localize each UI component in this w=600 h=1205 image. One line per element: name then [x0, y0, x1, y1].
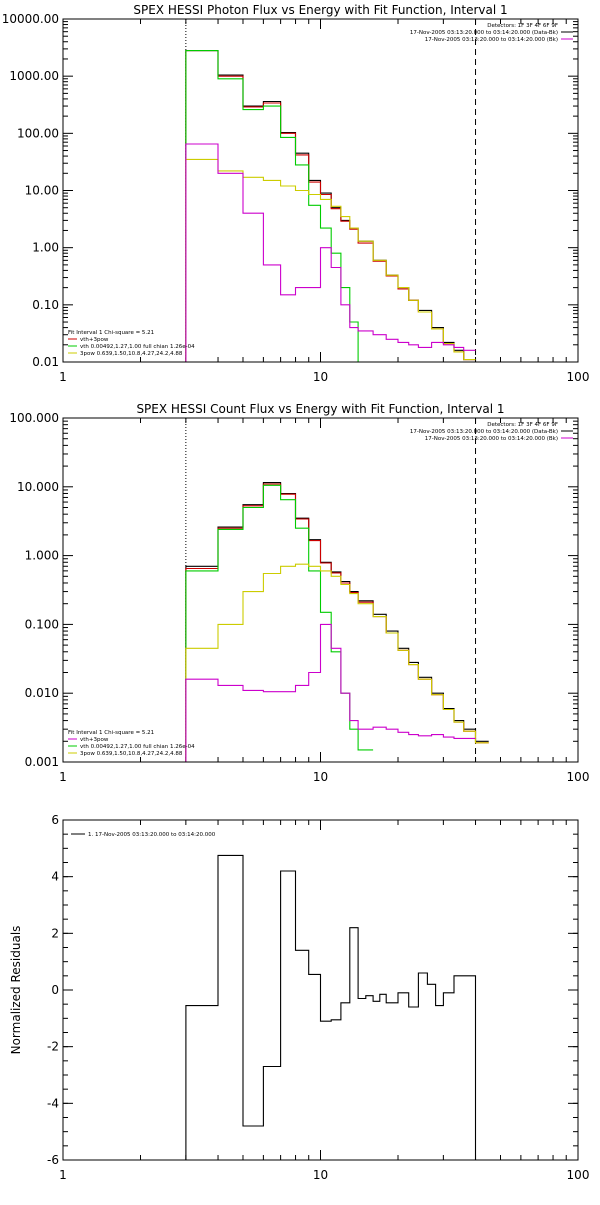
legend-entry: 3pow 0.639,1.50,10.8,4.27,24.2,4.88: [80, 751, 183, 757]
header-line: Detectors: 1F 3F 4F 6F 9F: [487, 23, 558, 29]
y-tick-label: 2: [51, 926, 59, 940]
y-minor-ticks: [63, 420, 578, 742]
series-3pow: [185, 158, 476, 362]
y-tick-label: -6: [47, 1153, 59, 1167]
y-tick-label: 10.00: [25, 184, 59, 198]
header-line: Detectors: 1F 3F 4F 6F 9F: [487, 422, 558, 428]
legend-entry: vth 0.00492,1.27,1.00 full chian 1.26e-0…: [80, 744, 195, 750]
y-tick-label: 100.00: [17, 126, 59, 140]
x-minor-ticks: [140, 19, 567, 362]
plot-frame: [62, 819, 579, 1161]
y-tick-label: 1.00: [32, 241, 59, 255]
header-line: 17-Nov-2005 03:13:20.000 to 03:14:20.000…: [425, 37, 558, 43]
y-tick-label: 0.001: [25, 755, 59, 769]
y-tick-label: 6: [51, 813, 59, 827]
x-tick-label: 100: [567, 1168, 590, 1182]
legend-entry: vth+3pow: [80, 337, 109, 343]
y-minor-ticks: [63, 21, 578, 346]
plot-frame: [62, 18, 579, 363]
y-tick-label: 10000.00: [2, 12, 59, 26]
x-tick-label: 1: [59, 770, 67, 784]
y-tick-label: 100.000: [9, 411, 59, 425]
legend-entry: vth 0.00492,1.27,1.00 full chian 1.26e-0…: [80, 344, 195, 350]
y-tick-label: -4: [47, 1096, 59, 1110]
legend-entry: 3pow 0.639,1.50,10.8,4.27,24.2,4.88: [80, 351, 183, 357]
y-tick-label: 0.010: [25, 686, 59, 700]
legend-title: Fit Interval 1 Chi-square = 5.21: [68, 330, 154, 336]
y-tick-label: 0.01: [32, 355, 59, 369]
y-tick-label: 0: [51, 983, 59, 997]
legend-title: Fit Interval 1 Chi-square = 5.21: [68, 730, 154, 736]
series-vth: [185, 484, 374, 762]
legend-entry: 1. 17-Nov-2005 03:13:20.000 to 03:14:20.…: [88, 832, 216, 838]
chart-title: SPEX HESSI Count Flux vs Energy with Fit…: [136, 402, 504, 416]
series-vth: [185, 50, 374, 362]
series-bk: [185, 143, 476, 362]
header-line: 17-Nov-2005 03:13:20.000 to 03:14:20.000…: [425, 436, 558, 442]
series-group: [185, 854, 477, 1160]
panel-2: SPEX HESSI Count Flux vs Energy with Fit…: [9, 402, 589, 784]
chart-title: SPEX HESSI Photon Flux vs Energy with Fi…: [133, 3, 507, 17]
y-tick-label: 1.000: [25, 549, 59, 563]
series-vth+3pow: [185, 483, 489, 762]
x-tick-label: 10: [313, 370, 328, 384]
panel-1: SPEX HESSI Photon Flux vs Energy with Fi…: [2, 3, 590, 384]
series-bk: [185, 623, 476, 762]
panel-3: Normalized Residuals 1 10 100 -6 -4 -2 0 2 4 6 1. 1…: [9, 813, 589, 1182]
x-tick-label: 10: [313, 1168, 328, 1182]
y-tick-label: 0.10: [32, 298, 59, 312]
x-tick-label: 1: [59, 1168, 67, 1182]
x-tick-label: 100: [567, 770, 590, 784]
series-residuals: [185, 854, 477, 1160]
series-group: [185, 50, 476, 362]
y-tick-label: 0.100: [25, 617, 59, 631]
series-data: [185, 482, 489, 762]
header-line: 17-Nov-2005 03:13:20.000 to 03:14:20.000…: [410, 30, 558, 36]
legend-entry: vth+3pow: [80, 737, 109, 743]
y-axis-label: Normalized Residuals: [9, 926, 23, 1055]
plot-frame: [62, 417, 579, 763]
x-tick-label: 100: [567, 370, 590, 384]
x-minor-ticks: [140, 418, 567, 762]
series-3pow: [185, 563, 489, 762]
y-tick-label: 4: [51, 870, 59, 884]
x-minor-ticks: [140, 820, 567, 1160]
header-line: 17-Nov-2005 03:13:20.000 to 03:14:20.000…: [410, 429, 558, 435]
y-tick-label: -2: [47, 1040, 59, 1054]
x-tick-label: 10: [313, 770, 328, 784]
x-tick-label: 1: [59, 370, 67, 384]
series-group: [185, 482, 489, 762]
y-tick-label: 10.000: [17, 480, 59, 494]
y-tick-label: 1000.00: [9, 69, 59, 83]
